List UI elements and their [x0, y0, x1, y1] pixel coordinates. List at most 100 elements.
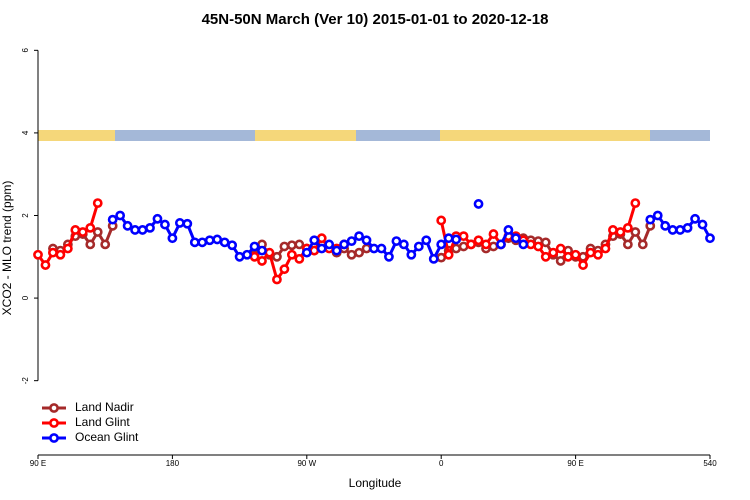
data-point	[257, 256, 267, 266]
y-tick-label: 6	[21, 48, 30, 53]
data-point	[204, 235, 215, 246]
ocean-strip	[650, 130, 710, 141]
data-point	[421, 235, 432, 246]
data-point	[533, 241, 544, 252]
data-point	[167, 233, 178, 244]
x-tick-label: 90 E	[30, 459, 46, 468]
data-point	[548, 247, 559, 258]
data-point	[413, 241, 424, 252]
data-point	[279, 241, 290, 252]
data-point	[137, 225, 148, 235]
legend-marker	[49, 418, 59, 428]
x-tick-label: 540	[703, 459, 717, 468]
data-point	[436, 239, 447, 250]
data-point	[682, 222, 693, 233]
data-point	[286, 240, 297, 251]
data-point	[182, 218, 193, 229]
data-point	[309, 235, 320, 246]
data-point	[55, 249, 66, 260]
legend-marker	[49, 433, 59, 443]
data-point	[615, 227, 626, 237]
legend-label: Land Nadir	[75, 400, 134, 414]
x-tick-label: 90 E	[567, 459, 583, 468]
data-point	[40, 260, 51, 270]
legend-label: Ocean Glint	[75, 430, 139, 444]
data-point	[443, 249, 454, 260]
data-point	[697, 219, 708, 230]
x-axis-label: Longitude	[349, 476, 402, 490]
data-point	[77, 227, 88, 237]
data-point	[294, 253, 305, 264]
data-point	[488, 241, 499, 252]
x-tick-label: 0	[439, 459, 444, 468]
data-point	[227, 240, 238, 251]
data-point	[92, 227, 103, 237]
ocean-strip	[356, 130, 440, 141]
data-point	[294, 239, 305, 250]
data-point	[503, 225, 514, 235]
y-tick-label: -2	[21, 377, 30, 385]
data-point	[62, 243, 73, 254]
data-point	[510, 233, 521, 244]
data-point	[563, 251, 574, 262]
data-point	[578, 260, 588, 270]
data-point	[249, 241, 260, 252]
data-point	[33, 249, 43, 260]
data-point	[189, 237, 200, 248]
data-point	[443, 233, 454, 244]
data-point	[145, 222, 155, 233]
data-point	[130, 225, 140, 235]
data-point	[667, 225, 678, 235]
data-point	[272, 251, 282, 262]
data-point	[384, 251, 394, 262]
data-point	[637, 239, 648, 250]
y-axis-label: XCO2 - MLO trend (ppm)	[0, 181, 14, 316]
data-point	[286, 249, 297, 260]
data-point	[428, 253, 439, 264]
data-point	[331, 245, 342, 256]
y-tick-label: 0	[21, 295, 30, 300]
data-point	[354, 231, 364, 242]
data-point	[92, 198, 103, 209]
ocean-strip	[115, 130, 255, 141]
y-tick-label: 2	[21, 213, 30, 218]
data-point	[70, 225, 81, 235]
data-point	[600, 243, 611, 254]
data-point	[234, 251, 245, 262]
y-tick-label: 4	[21, 130, 30, 135]
data-point	[608, 225, 618, 235]
data-point	[264, 247, 275, 258]
data-point	[376, 243, 387, 254]
x-tick-label: 90 W	[297, 459, 316, 468]
data-point	[570, 249, 581, 260]
data-point	[622, 222, 633, 233]
data-point	[122, 220, 133, 231]
data-point	[212, 234, 223, 245]
data-point	[219, 237, 230, 248]
data-point	[107, 214, 118, 225]
x-tick-label: 180	[166, 459, 180, 468]
data-point	[622, 239, 633, 250]
data-point	[160, 219, 170, 230]
data-point	[540, 251, 551, 262]
data-point	[652, 210, 663, 221]
data-point	[458, 241, 469, 252]
data-point	[391, 236, 402, 246]
data-point	[488, 229, 499, 239]
data-point	[361, 235, 372, 246]
data-point	[593, 249, 603, 260]
chart-title: 45N-50N March (Ver 10) 2015-01-01 to 202…	[202, 11, 549, 28]
data-point	[705, 233, 715, 244]
data-point	[690, 213, 700, 224]
data-point	[525, 239, 536, 250]
legend-label: Land Glint	[75, 415, 130, 429]
data-point	[48, 247, 58, 258]
data-point	[354, 247, 364, 258]
legend-marker	[49, 403, 59, 413]
data-point	[436, 252, 447, 263]
data-point	[174, 218, 185, 228]
data-point	[100, 239, 111, 250]
data-point	[85, 222, 96, 233]
data-point	[249, 251, 260, 262]
